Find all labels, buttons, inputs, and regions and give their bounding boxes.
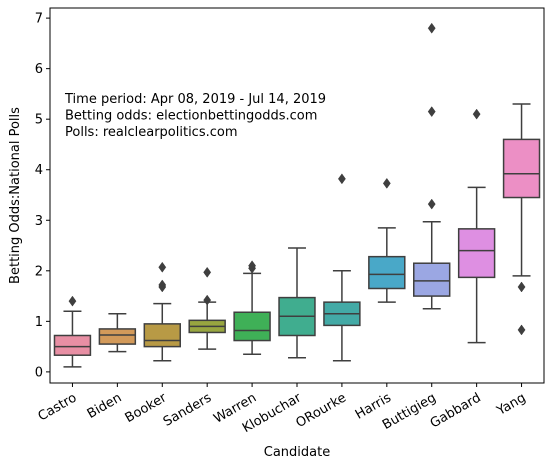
outlier-point bbox=[472, 108, 481, 120]
boxes-layer bbox=[53, 22, 541, 368]
x-tick-label: Sanders bbox=[161, 390, 214, 430]
iqr-box bbox=[98, 328, 137, 345]
outlier-point bbox=[68, 295, 77, 307]
box-orourke bbox=[323, 173, 361, 362]
box-booker bbox=[143, 261, 181, 362]
box-warren bbox=[233, 260, 271, 355]
outlier-point bbox=[248, 260, 256, 272]
outlier-point bbox=[427, 22, 436, 34]
box-biden bbox=[98, 313, 137, 353]
x-tick-label: Castro bbox=[36, 390, 80, 424]
annotation-betting-source: Betting odds: electionbettingodds.com bbox=[65, 109, 317, 124]
y-tick-label: 3 bbox=[35, 214, 43, 229]
y-tick-label: 0 bbox=[35, 365, 43, 380]
annotation-time-period: Time period: Apr 08, 2019 - Jul 14, 2019 bbox=[64, 92, 326, 107]
iqr-box bbox=[502, 138, 541, 199]
outlier-point bbox=[517, 281, 526, 293]
x-tick-label: Yang bbox=[494, 390, 529, 419]
outlier-point bbox=[427, 106, 436, 118]
y-axis-label: Betting Odds:National Polls bbox=[8, 107, 23, 284]
outlier-point bbox=[427, 198, 436, 210]
outlier-point bbox=[517, 324, 526, 336]
iqr-box bbox=[368, 255, 406, 290]
y-tick-label: 2 bbox=[35, 264, 43, 279]
y-tick-label: 4 bbox=[35, 163, 43, 178]
box-harris bbox=[368, 177, 406, 303]
iqr-box bbox=[413, 262, 451, 297]
x-tick-label: Biden bbox=[85, 390, 125, 422]
y-tick-label: 5 bbox=[35, 113, 43, 128]
outlier-point bbox=[158, 261, 167, 273]
iqr-box bbox=[233, 311, 271, 342]
outlier-point bbox=[203, 294, 212, 306]
outlier-point bbox=[158, 279, 167, 291]
box-gabbard bbox=[457, 108, 496, 344]
y-axis-ticks: 0 1 2 3 4 5 6 7 bbox=[35, 12, 50, 380]
x-tick-label: ORourke bbox=[294, 390, 349, 431]
y-tick-label: 1 bbox=[35, 315, 43, 330]
outlier-point bbox=[382, 177, 391, 189]
box-yang bbox=[502, 103, 541, 336]
iqr-box bbox=[457, 228, 496, 279]
x-tick-label: Gabbard bbox=[428, 390, 484, 431]
annotation-polls-source: Polls: realclearpolitics.com bbox=[65, 125, 238, 140]
iqr-box bbox=[143, 323, 181, 348]
x-axis-label: Candidate bbox=[264, 445, 330, 460]
y-tick-label: 6 bbox=[35, 62, 43, 77]
y-tick-label: 7 bbox=[35, 12, 43, 27]
outlier-point bbox=[338, 173, 346, 185]
box-klobuchar bbox=[278, 247, 316, 359]
x-axis-ticks: Castro BidenBookerSandersWarrenKlobucharO… bbox=[36, 383, 529, 436]
box-castro bbox=[53, 295, 92, 368]
outlier-point bbox=[203, 266, 212, 278]
box-sanders bbox=[188, 266, 226, 350]
iqr-box bbox=[53, 334, 92, 356]
box-buttigieg bbox=[413, 22, 451, 310]
